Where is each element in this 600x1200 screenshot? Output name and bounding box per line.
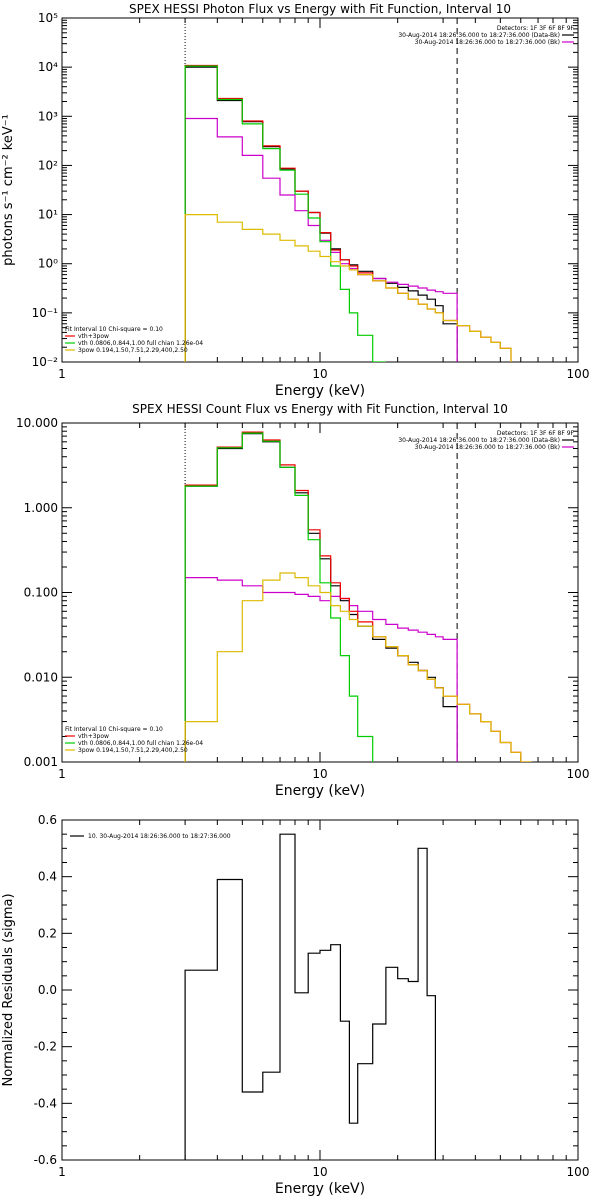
y-tick-label: 0.100 xyxy=(24,586,58,600)
y-tick-label: 0.6 xyxy=(38,813,57,827)
series-group xyxy=(184,64,512,362)
legend-header: Fit Interval 10 Chi-square = 0.10 xyxy=(65,726,163,733)
series-line-4 xyxy=(184,572,532,762)
x-tick-label: 10 xyxy=(312,367,327,381)
y-tick-label: -0.4 xyxy=(34,1096,57,1110)
legend-entry-text: vth+3pow xyxy=(78,333,109,340)
legend-header: Detectors: 1F 3F 6F 8F 9F xyxy=(497,430,575,437)
y-tick-label: 0.010 xyxy=(24,670,58,684)
y-tick-label: -0.6 xyxy=(34,1153,57,1167)
series-group xyxy=(184,431,532,762)
chart-title: SPEX HESSI Count Flux vs Energy with Fit… xyxy=(132,402,508,416)
legend-entry-text: 30-Aug-2014 18:26:36.000 to 18:27:36.000… xyxy=(415,444,560,451)
x-axis-label: Energy (keV) xyxy=(275,1181,365,1197)
panel-3: 1 10 100 Energy (keV) -0.6 -0.4 -0.2 0.0 0.2 0.4 0… xyxy=(1,813,589,1197)
legend-header: Fit Interval 10 Chi-square = 0.10 xyxy=(65,326,163,333)
y-tick-label: 10³ xyxy=(38,109,58,123)
y-tick-label: 0.2 xyxy=(38,926,57,940)
y-tick-label: 0.0 xyxy=(38,983,57,997)
legend-entry-text: vth 0.0806,0.844,1.00 full chian 1.26e-0… xyxy=(78,740,203,747)
series-line-3 xyxy=(184,65,386,362)
y-tick-label: 10² xyxy=(38,158,58,172)
x-tick-label: 100 xyxy=(567,367,590,381)
x-tick-label: 100 xyxy=(567,767,590,781)
plot-frame xyxy=(61,17,579,363)
y-tick-label: 10⁻¹ xyxy=(32,306,59,320)
y-tick-label: 0.4 xyxy=(38,870,57,884)
panel-2: 1 10 100 Energy (keV) 0.001 0.010 0.100 1.000 10… xyxy=(16,402,589,799)
y-tick-label: 10⁰ xyxy=(38,257,58,271)
series-line-1 xyxy=(184,577,458,762)
x-tick-label: 100 xyxy=(567,1165,590,1179)
legend-entry-text: 10. 30-Aug-2014 18:26:36.000 to 18:27:36… xyxy=(88,833,231,840)
x-axis: 1 10 100 xyxy=(58,820,589,1179)
x-axis-label: Energy (keV) xyxy=(275,383,365,399)
y-tick-label: 10⁵ xyxy=(38,11,58,25)
series-line-1 xyxy=(184,117,458,362)
legend-entry-text: 30-Aug-2014 18:26:36.000 to 18:27:36.000… xyxy=(415,39,560,46)
series-line-2 xyxy=(184,64,512,362)
legend-header: Detectors: 1F 3F 6F 8F 9F xyxy=(497,25,575,32)
plot-frame xyxy=(61,819,579,1161)
y-tick-label: 1.000 xyxy=(24,501,58,515)
legend-entry-text: vth 0.0806,0.844,1.00 full chian 1.26e-0… xyxy=(78,340,203,347)
y-tick-label: -0.2 xyxy=(34,1040,57,1054)
series-line-0 xyxy=(184,66,458,362)
legend-entry-text: 30-Aug-2014 18:26:36.000 to 18:27:36.000… xyxy=(398,32,560,39)
y-tick-label: 10⁴ xyxy=(38,60,58,74)
series-line-3 xyxy=(184,432,387,762)
y-axis-label: Normalized Residuals (sigma) xyxy=(1,893,16,1086)
y-tick-label: 10.000 xyxy=(16,416,58,430)
y-axis-label: photons s⁻¹ cm⁻² keV⁻¹ xyxy=(1,114,16,266)
legend-bottom-left: Fit Interval 10 Chi-square = 0.10vth+3po… xyxy=(65,726,203,754)
x-tick-label: 1 xyxy=(58,367,66,381)
legend-entry-text: vth+3pow xyxy=(78,733,109,740)
x-tick-label: 10 xyxy=(312,1165,327,1179)
series-group xyxy=(184,833,436,1160)
y-axis: 0.001 0.010 0.100 1.000 10.000 xyxy=(16,416,578,769)
y-tick-label: 10⁻² xyxy=(32,355,59,369)
legend-entry-text: 3pow 0.194,1.50,7.51,2.29,400,2.50 xyxy=(78,747,188,754)
legend-entry-text: 3pow 0.194,1.50,7.51,2.29,400,2.50 xyxy=(78,347,188,354)
x-axis-label: Energy (keV) xyxy=(275,783,365,799)
chart-title: SPEX HESSI Photon Flux vs Energy with Fi… xyxy=(129,2,511,16)
series-line-0 xyxy=(184,433,458,762)
series-line-0 xyxy=(184,833,436,1160)
series-line-4 xyxy=(184,214,512,362)
x-axis: 1 10 100 xyxy=(58,18,589,381)
y-tick-label: 0.001 xyxy=(24,755,58,769)
y-axis: -0.6 -0.4 -0.2 0.0 0.2 0.4 0.6 xyxy=(34,813,578,1167)
legend-top-left: 10. 30-Aug-2014 18:26:36.000 to 18:27:36… xyxy=(70,833,231,840)
x-tick-label: 1 xyxy=(58,767,66,781)
x-tick-label: 10 xyxy=(312,767,327,781)
x-tick-label: 1 xyxy=(58,1165,66,1179)
x-axis: 1 10 100 xyxy=(58,423,589,781)
legend-entry-text: 30-Aug-2014 18:26:36.000 to 18:27:36.000… xyxy=(398,437,560,444)
legend-bottom-left: Fit Interval 10 Chi-square = 0.10vth+3po… xyxy=(65,326,203,354)
y-tick-label: 10¹ xyxy=(38,208,58,222)
y-axis: 10⁻² 10⁻¹ 10⁰ 10¹ 10² 10³ 10⁴ 10⁵ xyxy=(32,11,578,369)
